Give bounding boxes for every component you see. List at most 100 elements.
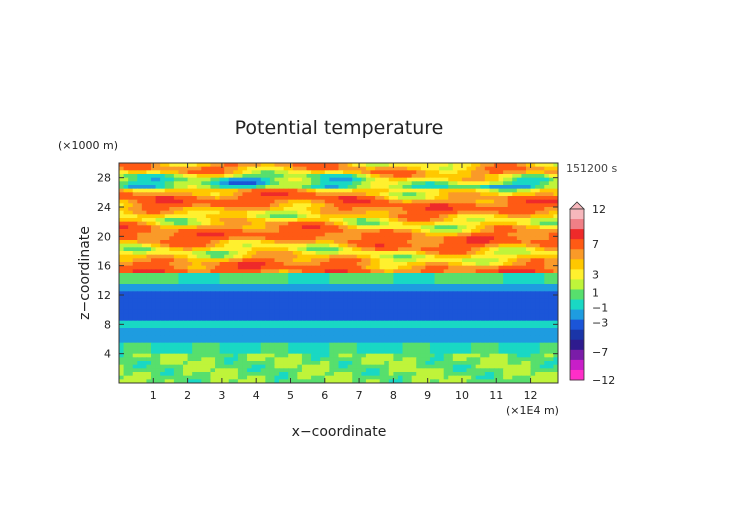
heatmap-cell — [274, 339, 280, 344]
heatmap-cell — [201, 207, 207, 212]
heatmap-cell — [279, 185, 285, 190]
heatmap-cell — [516, 240, 523, 245]
heatmap-cell — [178, 232, 184, 237]
heatmap-cell — [183, 170, 189, 175]
heatmap-cell — [132, 284, 138, 289]
heatmap-cell — [311, 188, 317, 193]
heatmap-cell — [493, 265, 500, 270]
heatmap-cell — [137, 232, 143, 237]
heatmap-cell — [288, 262, 294, 267]
heatmap-cell — [466, 174, 472, 179]
heatmap-cell — [411, 331, 417, 336]
heatmap-cell — [301, 225, 308, 230]
heatmap-cell — [365, 331, 372, 336]
heatmap-cell — [274, 229, 280, 234]
heatmap-cell — [443, 284, 449, 289]
heatmap-cell — [498, 243, 504, 248]
heatmap-cell — [539, 280, 545, 285]
heatmap-cell — [169, 335, 175, 340]
heatmap-cell — [439, 218, 445, 223]
heatmap-cell — [128, 181, 134, 186]
heatmap-cell — [301, 210, 308, 215]
heatmap-cell — [196, 306, 202, 311]
heatmap-cell — [452, 188, 458, 193]
heatmap-cell — [192, 309, 198, 314]
heatmap-cell — [553, 185, 558, 190]
heatmap-cell — [347, 199, 353, 204]
heatmap-cell — [365, 320, 372, 325]
heatmap-cell — [151, 254, 157, 259]
heatmap-cell — [498, 309, 504, 314]
heatmap-cell — [283, 247, 289, 252]
heatmap-cell — [215, 284, 221, 289]
heatmap-cell — [128, 350, 134, 355]
heatmap-cell — [320, 284, 326, 289]
heatmap-cell — [233, 328, 239, 333]
heatmap-cell — [146, 302, 152, 307]
heatmap-cell — [141, 232, 148, 237]
heatmap-cell — [196, 199, 202, 204]
heatmap-cell — [233, 291, 239, 296]
heatmap-cell — [247, 240, 253, 245]
heatmap-cell — [187, 335, 193, 340]
heatmap-cell — [311, 243, 317, 248]
heatmap-cell — [224, 232, 230, 237]
heatmap-cell — [320, 254, 326, 259]
heatmap-cell — [311, 328, 317, 333]
heatmap-cell — [425, 298, 431, 303]
heatmap-cell — [452, 174, 458, 179]
heatmap-cell — [233, 313, 239, 318]
heatmap-cell — [379, 163, 385, 168]
heatmap-cell — [425, 339, 431, 344]
heatmap-cell — [375, 262, 381, 267]
heatmap-cell — [347, 188, 353, 193]
heatmap-cell — [475, 232, 481, 237]
heatmap-cell — [530, 177, 536, 182]
heatmap-cell — [215, 346, 221, 351]
heatmap-cell — [329, 214, 335, 219]
heatmap-cell — [439, 331, 445, 336]
heatmap-cell — [530, 335, 536, 340]
heatmap-cell — [269, 232, 276, 237]
heatmap-cell — [260, 328, 266, 333]
heatmap-cell — [192, 331, 198, 336]
heatmap-cell — [141, 240, 148, 245]
heatmap-cell — [361, 339, 367, 344]
heatmap-cell — [146, 185, 152, 190]
heatmap-cell — [535, 251, 541, 256]
heatmap-cell — [407, 229, 413, 234]
heatmap-cell — [224, 163, 230, 168]
heatmap-cell — [397, 295, 404, 300]
heatmap-cell — [452, 306, 458, 311]
heatmap-cell — [183, 298, 189, 303]
heatmap-cell — [251, 251, 257, 256]
heatmap-cell — [393, 243, 399, 248]
heatmap-cell — [333, 320, 340, 325]
heatmap-cell — [452, 342, 458, 347]
heatmap-cell — [192, 210, 198, 215]
heatmap-cell — [388, 181, 394, 186]
heatmap-cell — [484, 177, 490, 182]
heatmap-cell — [493, 306, 500, 311]
heatmap-cell — [535, 269, 541, 274]
heatmap-cell — [416, 221, 422, 226]
heatmap-cell — [333, 258, 340, 263]
heatmap-cell — [169, 192, 175, 197]
heatmap-cell — [425, 192, 431, 197]
heatmap-cell — [343, 269, 349, 274]
heatmap-cell — [356, 221, 362, 226]
heatmap-cell — [237, 229, 244, 234]
heatmap-cell — [439, 280, 445, 285]
chart-title: Potential temperature — [235, 117, 444, 139]
heatmap-cell — [416, 339, 422, 344]
heatmap-cell — [146, 174, 152, 179]
heatmap-cell — [512, 236, 518, 241]
heatmap-cell — [292, 225, 298, 230]
heatmap-cell — [187, 166, 193, 171]
heatmap-cell — [151, 273, 157, 278]
heatmap-cell — [292, 291, 298, 296]
heatmap-cell — [407, 328, 413, 333]
heatmap-cell — [521, 166, 527, 171]
heatmap-cell — [210, 324, 216, 329]
heatmap-cell — [333, 232, 340, 237]
